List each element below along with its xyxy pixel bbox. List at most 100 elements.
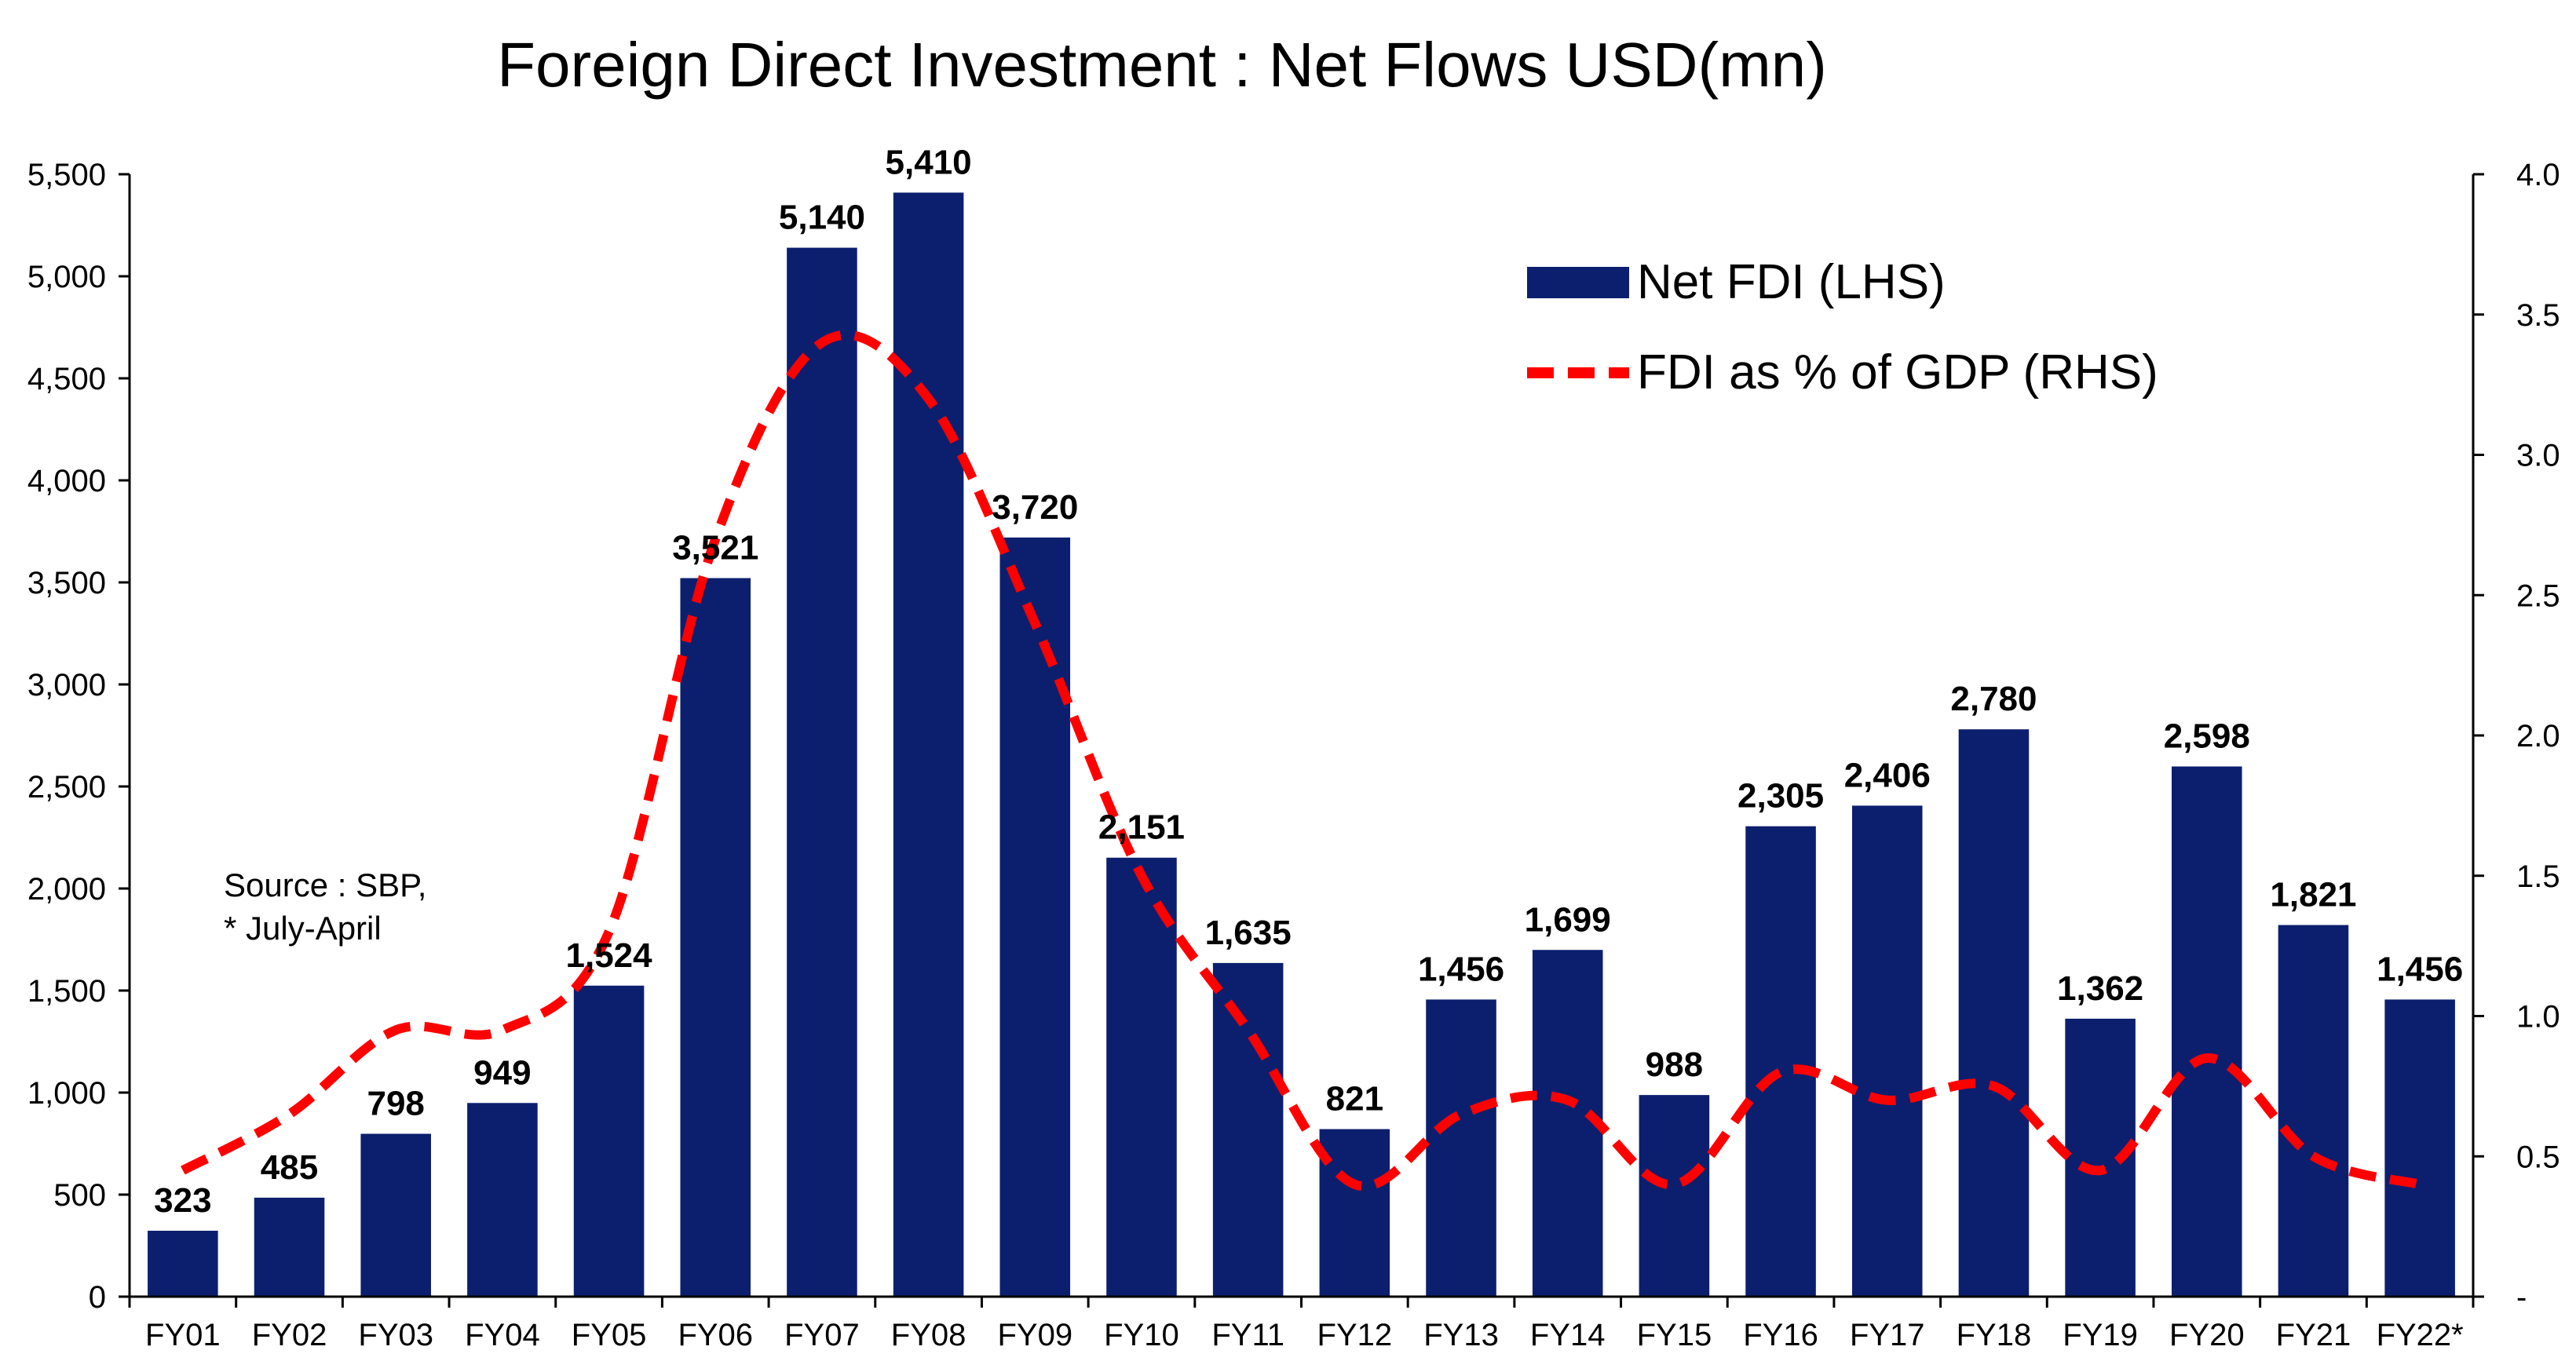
left-axis-tick-label: 5,000: [27, 260, 106, 294]
left-y-axis: 0 500 1,000 1,500 2,000 2,500 3,000 3,500 4,000 4…: [27, 158, 131, 1315]
right-axis-tick-label: 2.0: [2516, 719, 2560, 754]
bar-fy04: [467, 1103, 538, 1297]
left-axis-tick-label: 1,000: [27, 1076, 106, 1111]
x-axis-tick-label: FY08: [891, 1318, 966, 1352]
bar-fy13: [1426, 999, 1496, 1297]
x-axis-tick-label: FY05: [572, 1318, 647, 1352]
bar-fy06: [680, 578, 751, 1297]
x-axis-tick-label: FY02: [252, 1318, 327, 1352]
x-axis-tick-label: FY07: [784, 1318, 860, 1352]
left-axis-tick-label: 2,500: [27, 770, 106, 805]
x-axis-tick-label: FY19: [2063, 1318, 2138, 1352]
bar-fy16: [1745, 826, 1816, 1297]
bar-data-label: 821: [1326, 1080, 1383, 1118]
bar-fy03: [360, 1133, 431, 1297]
x-axis-tick-label: FY21: [2276, 1318, 2351, 1352]
bar-fy18: [1958, 729, 2030, 1297]
bar-series: [148, 192, 2455, 1297]
left-axis-tick-label: 4,500: [27, 362, 106, 396]
legend: Net FDI (LHS) FDI as % of GDP (RHS): [1527, 255, 2158, 400]
chart-title: Foreign Direct Investment : Net Flows US…: [497, 30, 1827, 100]
bar-data-label: 1,635: [1205, 914, 1292, 952]
left-axis-tick-label: 1,500: [27, 974, 106, 1009]
source-note-line-1: Source : SBP,: [224, 867, 426, 903]
left-axis-tick-label: 500: [53, 1178, 106, 1213]
legend-swatch-net-fdi: [1527, 267, 1629, 298]
x-axis-tick-label: FY13: [1423, 1318, 1499, 1352]
bar-fy08: [893, 192, 964, 1297]
x-axis-tick-label: FY18: [1957, 1318, 2032, 1352]
bar-data-label: 2,598: [2164, 717, 2250, 756]
bar-fy09: [999, 537, 1071, 1297]
bar-data-label: 1,821: [2270, 876, 2356, 914]
source-note-line-2: * July-April: [224, 910, 382, 947]
bar-data-label: 2,305: [1737, 777, 1824, 816]
bar-data-label: 2,151: [1098, 808, 1185, 847]
bar-fy20: [2172, 766, 2242, 1297]
x-axis-tick-label: FY16: [1743, 1318, 1818, 1352]
bar-data-label: 1,524: [566, 936, 653, 975]
bar-data-label: 988: [1646, 1045, 1703, 1084]
bar-data-label: 5,140: [779, 199, 865, 237]
bar-data-label: 323: [154, 1181, 211, 1220]
bar-data-label: 3,720: [992, 488, 1078, 527]
left-axis-tick-label: 0: [89, 1280, 106, 1315]
legend-label-net-fdi: Net FDI (LHS): [1637, 255, 1946, 309]
x-axis-tick-label: FY10: [1104, 1318, 1179, 1352]
x-axis-tick-label: FY22*: [2377, 1318, 2464, 1352]
x-axis-tick-label: FY15: [1637, 1318, 1712, 1352]
bar-data-label: 3,521: [672, 529, 758, 567]
bar-fy14: [1532, 950, 1603, 1297]
bar-fy01: [148, 1231, 218, 1297]
right-y-axis: - 0.5 1.0 1.5 2.0 2.5 3.0 3.5 4.0: [2472, 158, 2560, 1315]
left-axis-tick-label: 4,000: [27, 464, 106, 498]
bar-data-label: 5,410: [886, 143, 972, 181]
bar-fy17: [1851, 805, 1923, 1297]
bar-fy15: [1639, 1095, 1710, 1297]
right-axis-tick-label: 1.0: [2516, 1000, 2560, 1034]
right-axis-tick-label: 3.0: [2516, 439, 2560, 473]
right-axis-tick-label: 2.5: [2516, 578, 2560, 613]
bar-data-label: 1,456: [2377, 950, 2463, 988]
bar-data-label: 798: [367, 1085, 424, 1123]
bar-data-label: 949: [473, 1053, 531, 1092]
bar-fy21: [2278, 925, 2349, 1297]
x-axis-tick-label: FY06: [678, 1318, 753, 1352]
right-axis-tick-label: 4.0: [2516, 158, 2560, 192]
bar-data-labels: 323 485 798 949 1,524 3,521 5,140 5,410 3,720 2,1…: [154, 143, 2463, 1220]
line-series: [181, 330, 2421, 1191]
x-axis-tick-label: FY14: [1530, 1318, 1606, 1352]
bar-fy11: [1212, 962, 1284, 1297]
bar-fy12: [1319, 1129, 1390, 1297]
x-axis-tick-label: FY17: [1850, 1318, 1925, 1352]
x-axis-tick-label: FY11: [1211, 1318, 1284, 1352]
x-axis-tick-label: FY20: [2169, 1318, 2245, 1352]
fdi-gdp-line: [181, 330, 2421, 1191]
left-axis-tick-label: 3,000: [27, 668, 106, 702]
x-axis-tick-label: FY04: [465, 1318, 540, 1352]
bar-fy05: [573, 985, 645, 1297]
bar-data-label: 2,406: [1844, 756, 1931, 794]
bar-fy22: [2384, 999, 2455, 1297]
bar-data-label: 1,362: [2057, 969, 2143, 1008]
x-axis-tick-label: FY01: [145, 1318, 221, 1352]
source-note: Source : SBP, * July-April: [224, 867, 426, 947]
x-axis-tick-label: FY12: [1317, 1318, 1393, 1352]
right-axis-tick-label: 0.5: [2516, 1140, 2560, 1174]
bar-fy10: [1106, 857, 1177, 1297]
right-axis-tick-label: 3.5: [2516, 298, 2560, 333]
x-axis: FY01 FY02 FY03 FY04 FY05 FY06 FY07 FY08 FY09 FY10…: [128, 1295, 2475, 1352]
left-axis-tick-label: 2,000: [27, 872, 106, 907]
bar-data-label: 485: [261, 1148, 318, 1187]
bar-data-label: 1,699: [1525, 900, 1611, 939]
bar-data-label: 2,780: [1950, 680, 2037, 718]
x-axis-tick-label: FY09: [997, 1318, 1072, 1352]
bar-fy07: [787, 247, 857, 1297]
x-axis-tick-label: FY03: [358, 1318, 433, 1352]
right-axis-tick-label: -: [2516, 1280, 2527, 1315]
right-axis-tick-label: 1.5: [2516, 859, 2560, 894]
left-axis-tick-label: 3,500: [27, 566, 106, 600]
legend-label-fdi-gdp: FDI as % of GDP (RHS): [1637, 345, 2158, 400]
left-axis-tick-label: 5,500: [27, 158, 106, 192]
